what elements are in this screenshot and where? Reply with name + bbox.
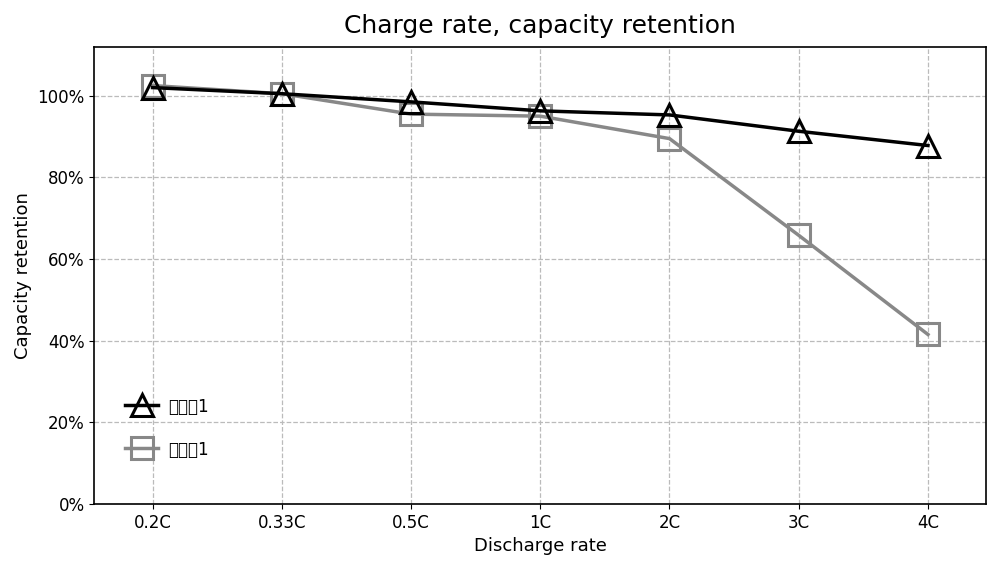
对比例1	[793, 232, 805, 239]
对比例1	[534, 113, 546, 119]
实施例1	[147, 84, 159, 91]
对比例1	[276, 90, 288, 97]
对比例1	[147, 82, 159, 89]
实施例1	[405, 98, 417, 105]
实施例1	[793, 128, 805, 135]
X-axis label: Discharge rate: Discharge rate	[474, 537, 607, 555]
实施例1	[534, 108, 546, 114]
Line: 对比例1: 对比例1	[141, 75, 939, 345]
Line: 实施例1: 实施例1	[141, 76, 939, 156]
实施例1	[276, 90, 288, 97]
对比例1	[405, 111, 417, 118]
实施例1	[922, 142, 934, 149]
对比例1	[663, 135, 675, 142]
实施例1	[663, 112, 675, 118]
Y-axis label: Capacity retention: Capacity retention	[14, 192, 32, 358]
对比例1	[922, 331, 934, 338]
Legend: 实施例1, 对比例1: 实施例1, 对比例1	[112, 385, 222, 473]
Title: Charge rate, capacity retention: Charge rate, capacity retention	[344, 14, 736, 38]
